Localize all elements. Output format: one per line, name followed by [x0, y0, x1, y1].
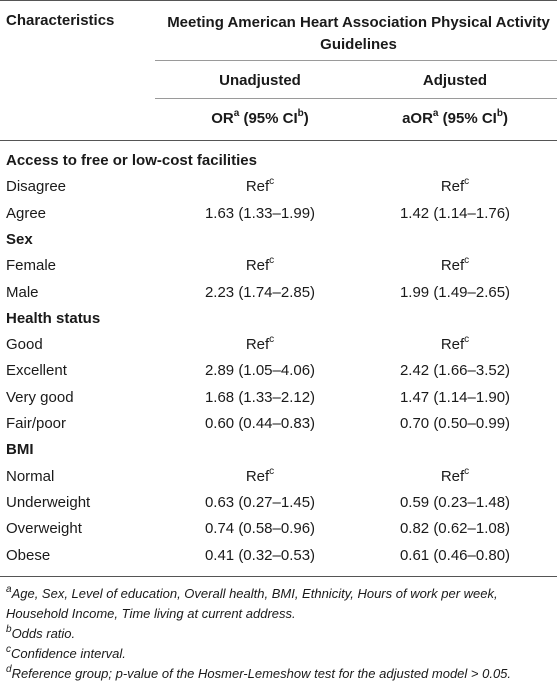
adjusted-ref-cell: Refc: [440, 465, 470, 485]
adjusted-aor-cell: 0.61 (0.46–0.80): [399, 546, 511, 564]
header-bottom-rule: [0, 140, 557, 141]
adjusted-aor-cell: 1.47 (1.14–1.90): [399, 388, 511, 406]
row-label: Very good: [6, 388, 74, 406]
column-header-unadjusted: Unadjusted: [219, 72, 301, 89]
unadjusted-ref-cell: Refc: [245, 465, 275, 485]
table-row: Very good 1.68 (1.33–2.12) 1.47 (1.14–1.90…: [0, 389, 557, 409]
footnote: aAge, Sex, Level of education, Overall h…: [6, 583, 498, 621]
column-subheader-aor: aORa (95% CIb): [402, 108, 508, 128]
row-label: Disagree: [6, 178, 67, 196]
unadjusted-ref-cell: Refc: [245, 176, 275, 196]
adjusted-ref-cell: Refc: [440, 176, 470, 196]
table-row: Male 2.23 (1.74–2.85) 1.99 (1.49–2.65): [0, 284, 557, 304]
unadjusted-or-cell: 1.68 (1.33–2.12): [204, 388, 316, 406]
table-row: Good Refc Refc: [0, 334, 557, 356]
table-bottom-rule: [0, 576, 557, 577]
header-rule-1: [155, 60, 557, 61]
row-label: Obese: [6, 546, 51, 564]
adjusted-aor-cell: 1.42 (1.14–1.76): [399, 204, 511, 222]
section-title: Health status: [6, 309, 101, 327]
unadjusted-or-cell: 0.41 (0.32–0.53): [204, 546, 316, 564]
table-row: Fair/poor 0.60 (0.44–0.83) 0.70 (0.50–0.99…: [0, 415, 557, 435]
unadjusted-or-cell: 0.63 (0.27–1.45): [204, 493, 316, 511]
table-row: Agree 1.63 (1.33–1.99) 1.42 (1.14–1.76): [0, 205, 557, 225]
row-label: Underweight: [6, 493, 91, 511]
row-label: Normal: [6, 467, 55, 485]
table-row: Excellent 2.89 (1.05–4.06) 2.42 (1.66–3.52…: [0, 362, 557, 382]
adjusted-aor-cell: 0.59 (0.23–1.48): [399, 493, 511, 511]
adjusted-aor-cell: 2.42 (1.66–3.52): [399, 362, 511, 380]
column-header-outcome: Meeting American Heart Association Physi…: [167, 14, 550, 53]
row-label: Fair/poor: [6, 415, 67, 432]
adjusted-aor-cell: 0.82 (0.62–1.08): [399, 520, 511, 538]
adjusted-ref-cell: Refc: [440, 255, 470, 275]
table-top-rule: [0, 0, 557, 1]
unadjusted-or-cell: 2.89 (1.05–4.06): [204, 362, 316, 380]
row-label: Good: [6, 336, 43, 354]
row-label: Overweight: [6, 520, 82, 538]
header-rule-2: [155, 98, 557, 99]
table-row: Normal Refc Refc: [0, 465, 557, 488]
table-row: Female Refc Refc: [0, 255, 557, 277]
unadjusted-or-cell: 0.60 (0.44–0.83): [204, 415, 316, 432]
unadjusted-or-cell: 1.63 (1.33–1.99): [204, 204, 316, 222]
adjusted-aor-cell: 1.99 (1.49–2.65): [399, 283, 511, 301]
footnote: dReference group; p-value of the Hosmer-…: [6, 663, 512, 681]
table-row: Overweight 0.74 (0.58–0.96) 0.82 (0.62–1.0…: [0, 520, 557, 540]
table-row: Disagree Refc Refc: [0, 176, 557, 198]
footnote: cConfidence interval.: [6, 643, 126, 661]
footnote: bOdds ratio.: [6, 623, 76, 641]
unadjusted-or-cell: 2.23 (1.74–2.85): [204, 283, 316, 301]
row-label: Agree: [6, 204, 47, 222]
unadjusted-ref-cell: Refc: [245, 334, 275, 354]
adjusted-ref-cell: Refc: [440, 334, 470, 354]
table-row: Obese 0.41 (0.32–0.53) 0.61 (0.46–0.80): [0, 547, 557, 567]
table-row: Underweight 0.63 (0.27–1.45) 0.59 (0.23–1.…: [0, 494, 557, 514]
column-header-adjusted: Adjusted: [422, 72, 488, 89]
unadjusted-ref-cell: Refc: [245, 255, 275, 275]
column-subheader-or: ORa (95% CIb): [211, 108, 309, 128]
adjusted-aor-cell: 0.70 (0.50–0.99): [399, 415, 511, 432]
section-title: Access to free or low-cost facilities: [6, 152, 257, 169]
section-title: BMI: [6, 441, 34, 459]
section-title: Sex: [6, 230, 33, 248]
row-label: Female: [6, 257, 57, 275]
column-header-characteristics: Characteristics: [6, 12, 115, 29]
row-label: Male: [6, 283, 39, 301]
unadjusted-or-cell: 0.74 (0.58–0.96): [204, 520, 316, 538]
row-label: Excellent: [6, 362, 67, 380]
